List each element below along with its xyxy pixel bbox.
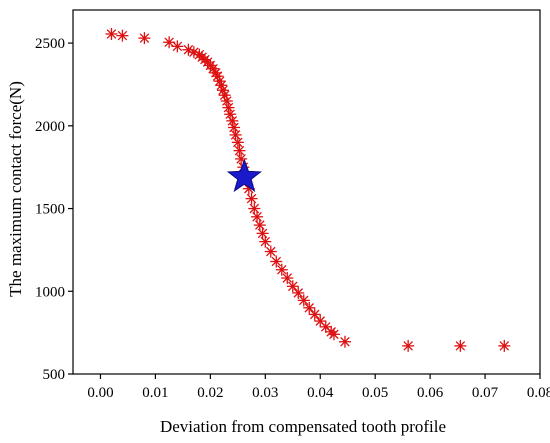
data-point (338, 335, 351, 348)
data-point (259, 235, 272, 248)
data-point (256, 227, 269, 240)
data-point (218, 89, 231, 102)
data-point (498, 339, 511, 352)
data-point (231, 136, 244, 149)
highlight-star-point (226, 158, 262, 193)
x-tick-label: 0.05 (362, 385, 388, 401)
data-point (297, 294, 310, 307)
data-point (281, 272, 294, 285)
x-tick-label: 0.08 (527, 385, 550, 401)
data-point (286, 280, 299, 293)
data-point (303, 301, 316, 314)
data-point (454, 339, 467, 352)
data-point (138, 32, 151, 45)
x-tick-label: 0.03 (252, 385, 278, 401)
data-point (264, 245, 277, 258)
x-tick-label: 0.04 (307, 385, 334, 401)
x-tick-label: 0.02 (197, 385, 223, 401)
data-point (402, 339, 415, 352)
data-point (227, 121, 240, 134)
x-axis-label: Deviation from compensated tooth profile (160, 417, 446, 436)
y-axis-label: The maximum contact force(N) (6, 81, 25, 297)
data-point (308, 308, 321, 321)
data-point (253, 219, 266, 232)
data-point (251, 210, 264, 223)
y-tick-label: 1000 (35, 284, 65, 300)
y-tick-label: 2000 (35, 119, 65, 135)
data-point (270, 255, 283, 268)
y-tick-label: 2500 (35, 36, 65, 52)
data-points (105, 27, 511, 352)
data-point (105, 27, 118, 40)
x-tick-label: 0.07 (472, 385, 499, 401)
data-point (116, 29, 129, 42)
data-point (245, 192, 258, 205)
x-tick-label: 0.06 (417, 385, 444, 401)
x-tick-label: 0.00 (87, 385, 113, 401)
data-point (233, 144, 246, 157)
plot-frame (72, 9, 541, 375)
y-tick-label: 1500 (35, 202, 65, 218)
y-tick-label: 500 (43, 367, 66, 383)
x-tick-label: 0.01 (142, 385, 168, 401)
data-point (224, 108, 237, 121)
data-point (171, 40, 184, 53)
axes: 0.00 0.01 0.02 0.03 0.04 0.05 0.06 0.07 0.08 500 1… (35, 9, 550, 401)
data-point (327, 328, 340, 341)
data-point (222, 101, 235, 114)
data-point (226, 114, 239, 127)
data-point (292, 286, 305, 299)
data-point (211, 70, 224, 83)
data-point (248, 202, 261, 215)
data-point (275, 263, 288, 276)
data-point (229, 128, 242, 141)
